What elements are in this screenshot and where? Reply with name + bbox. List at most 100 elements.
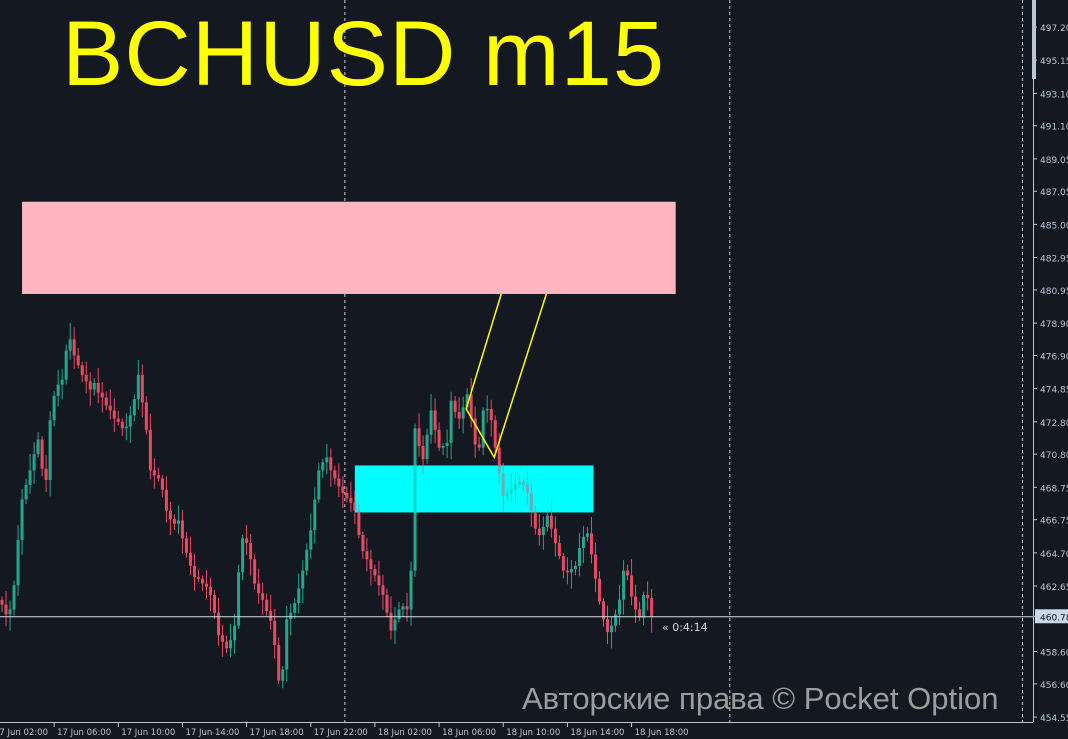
candle-body bbox=[345, 492, 349, 498]
candle-body bbox=[597, 578, 601, 602]
candle-body bbox=[561, 556, 565, 571]
candle bbox=[437, 422, 441, 451]
candle bbox=[40, 436, 44, 477]
candle-body bbox=[205, 583, 209, 587]
candle bbox=[369, 550, 373, 586]
candle-body bbox=[493, 420, 497, 448]
price-axis[interactable]: 497.20 495.15 493.10 491.10 489.05 487.05 485.… bbox=[1033, 24, 1068, 724]
candle-body bbox=[221, 635, 225, 642]
candle-body bbox=[309, 530, 313, 550]
candle-body bbox=[273, 620, 277, 646]
candle bbox=[626, 564, 630, 581]
candle-body bbox=[257, 583, 261, 594]
candle bbox=[124, 413, 128, 441]
candle-body bbox=[100, 392, 104, 398]
candle bbox=[557, 535, 561, 560]
candle bbox=[630, 559, 634, 606]
candle-body bbox=[245, 538, 249, 544]
candle bbox=[188, 536, 192, 575]
price-axis-scrollbar[interactable] bbox=[1032, 0, 1036, 79]
candle-body bbox=[445, 442, 449, 447]
time-label: 17 Jun 10:00 bbox=[121, 728, 175, 738]
candle-body bbox=[489, 408, 493, 421]
trendline-path bbox=[465, 293, 548, 460]
candle bbox=[176, 505, 180, 535]
candle-body bbox=[393, 619, 397, 631]
candle-body bbox=[176, 520, 180, 524]
candle-body bbox=[60, 379, 64, 385]
candle-body bbox=[156, 475, 160, 479]
candle-body bbox=[477, 444, 481, 448]
candle bbox=[52, 391, 56, 427]
candle bbox=[24, 478, 28, 505]
copyright-watermark: Авторские права © Pocket Option bbox=[522, 681, 999, 716]
candle-body bbox=[606, 619, 610, 633]
candle bbox=[345, 486, 349, 503]
price-label: 482.95 bbox=[1040, 255, 1068, 265]
candle bbox=[285, 605, 289, 682]
candle bbox=[68, 322, 72, 360]
price-label: 458.60 bbox=[1040, 649, 1068, 659]
candle-body bbox=[549, 515, 553, 529]
candle bbox=[321, 459, 325, 478]
candle-body bbox=[28, 470, 32, 485]
candle-body bbox=[469, 394, 473, 419]
candle bbox=[225, 635, 229, 654]
candle bbox=[80, 361, 84, 383]
candle bbox=[88, 372, 92, 406]
candle-body bbox=[217, 612, 221, 636]
candle bbox=[381, 574, 385, 610]
price-label: 491.10 bbox=[1040, 123, 1068, 133]
candle-body bbox=[557, 543, 561, 557]
candle bbox=[541, 516, 545, 550]
candle bbox=[16, 525, 20, 596]
candle bbox=[650, 589, 654, 633]
candle-body bbox=[593, 554, 597, 579]
time-label: 18 Jun 14:00 bbox=[570, 728, 624, 738]
candle bbox=[116, 410, 120, 426]
candle bbox=[0, 596, 4, 613]
candle bbox=[253, 554, 257, 590]
time-axis[interactable]: 17 Jun 02:00 17 Jun 06:00 17 Jun 10:00 17 J… bbox=[0, 722, 689, 738]
candle bbox=[301, 560, 305, 604]
candle-body bbox=[610, 625, 614, 633]
candle-body bbox=[622, 570, 626, 600]
candle bbox=[561, 552, 565, 579]
candle bbox=[457, 397, 461, 430]
candle bbox=[245, 524, 249, 556]
candle bbox=[585, 527, 589, 542]
candle bbox=[148, 413, 152, 480]
price-label: 476.90 bbox=[1040, 352, 1068, 362]
candle bbox=[553, 516, 557, 557]
candle bbox=[493, 415, 497, 454]
candle bbox=[72, 327, 76, 369]
candle bbox=[289, 603, 293, 636]
demand-zone-overlay bbox=[354, 465, 594, 513]
price-label: 464.70 bbox=[1040, 550, 1068, 560]
candle-body bbox=[16, 539, 20, 586]
candle bbox=[597, 571, 601, 605]
candle-body bbox=[405, 606, 409, 610]
candle bbox=[257, 568, 261, 604]
candle bbox=[581, 526, 585, 563]
candle bbox=[433, 398, 437, 444]
candle bbox=[469, 377, 473, 428]
candle-body bbox=[108, 405, 112, 411]
candle bbox=[646, 581, 650, 611]
candle bbox=[313, 487, 317, 544]
candle-body bbox=[289, 612, 293, 620]
candle bbox=[229, 623, 233, 658]
candle bbox=[156, 467, 160, 482]
candle-body bbox=[365, 551, 369, 560]
candles bbox=[0, 322, 654, 689]
candle bbox=[417, 413, 421, 457]
candle bbox=[217, 597, 221, 646]
candle-body bbox=[40, 439, 44, 469]
candle bbox=[96, 368, 100, 404]
candle-body bbox=[201, 578, 204, 584]
time-label: 17 Jun 22:00 bbox=[314, 728, 368, 738]
candle-body bbox=[349, 497, 353, 503]
candle bbox=[140, 364, 144, 418]
time-label: 17 Jun 14:00 bbox=[185, 728, 239, 738]
